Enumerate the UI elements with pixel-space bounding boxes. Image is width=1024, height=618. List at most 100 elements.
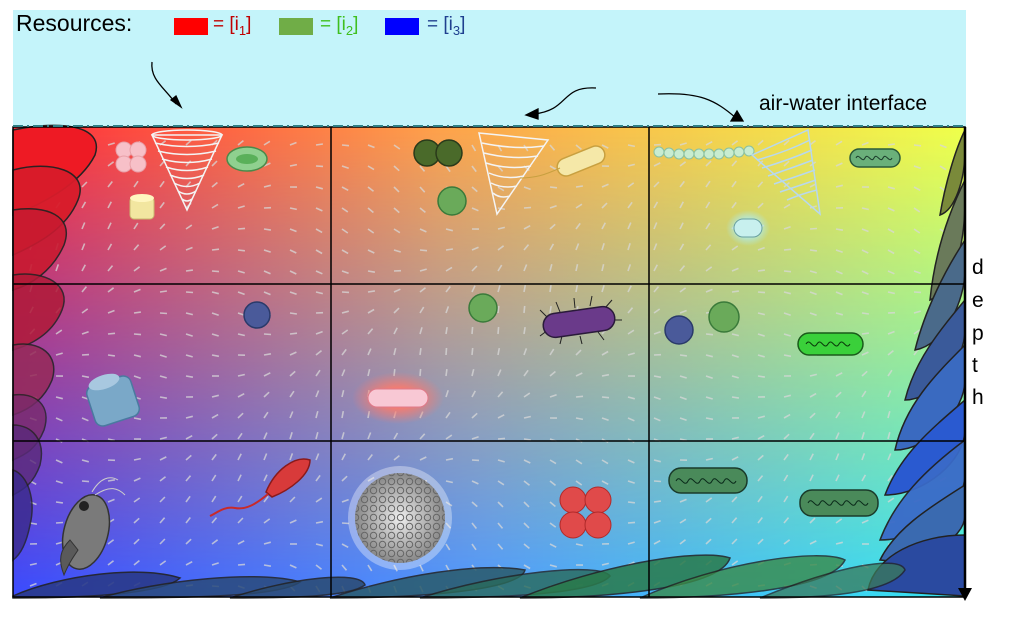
coccus-blue-icon (665, 316, 693, 344)
flow-arrow (446, 327, 447, 334)
flow-arrow (82, 481, 89, 482)
cyanobacterium-icon (800, 490, 878, 516)
flow-arrow (264, 229, 271, 230)
flow-arrow (264, 334, 271, 335)
flow-arrow (524, 439, 531, 440)
resources-title: Resources: (16, 10, 132, 37)
legend-label-i1-suffix: ] (246, 14, 251, 35)
flow-arrow (810, 250, 817, 251)
cyanobacterium-icon (798, 333, 863, 355)
flow-arrow (420, 348, 421, 355)
flow-arrow (784, 271, 791, 272)
flow-arrow (550, 187, 557, 188)
flow-arrow (160, 291, 167, 292)
glowing-coccus-icon (726, 210, 770, 246)
coccus-blue-icon (244, 302, 270, 328)
flow-arrow (498, 327, 499, 334)
flow-arrow (446, 348, 447, 355)
flow-arrow (446, 249, 453, 250)
diatom-disc-icon (227, 147, 267, 171)
flow-arrow (446, 369, 447, 376)
flow-arrow (602, 397, 609, 398)
flow-arrow (56, 523, 63, 524)
flow-arrow (238, 228, 245, 229)
air-water-interface-label: air-water interface (759, 92, 927, 116)
legend-label-i3-suffix: ] (460, 14, 465, 35)
flow-arrow (134, 312, 141, 313)
coccus-green-icon (709, 302, 739, 332)
flow-arrow (160, 313, 167, 314)
flow-arrow (888, 144, 895, 145)
flow-arrow (420, 250, 427, 251)
flow-arrow (56, 502, 63, 503)
flow-arrow (212, 249, 219, 250)
flow-arrow (134, 334, 141, 335)
flow-arrow (238, 564, 245, 565)
flow-arrow (550, 306, 551, 313)
flow-arrow (628, 502, 635, 503)
flow-arrow (576, 186, 583, 187)
legend-label-i3-prefix: = [i (427, 14, 453, 35)
flow-arrow (680, 355, 687, 356)
depth-label-char: p (972, 322, 984, 346)
flow-arrow (524, 327, 525, 334)
flow-arrow (186, 270, 193, 271)
flow-arrow (758, 270, 765, 271)
flow-arrow (784, 249, 791, 250)
diatom-cylinder-icon (130, 194, 154, 219)
flow-arrow (186, 292, 193, 293)
flow-arrow (472, 327, 473, 334)
legend-swatch-i2 (279, 18, 313, 35)
legend-label-i2-prefix: = [i (320, 14, 346, 35)
flow-arrow (654, 501, 661, 502)
depth-label-char: d (972, 256, 984, 280)
flow-arrow (628, 522, 635, 523)
depth-label-char: e (972, 289, 984, 313)
legend-label-i2-suffix: ] (353, 14, 358, 35)
glowing-rod-icon (352, 372, 444, 424)
flow-arrow (420, 369, 421, 376)
flow-arrow (524, 306, 525, 313)
flow-arrow (758, 292, 765, 293)
flow-arrow (290, 333, 297, 334)
depth-label-char: t (972, 354, 978, 378)
flow-arrow (524, 208, 531, 209)
cyanobacterium-icon (850, 149, 900, 167)
legend-swatch-i1 (174, 18, 208, 35)
flow-arrow (706, 334, 713, 335)
flow-arrow (810, 229, 817, 230)
legend-swatch-i3 (385, 18, 419, 35)
flow-arrow (368, 291, 375, 292)
legend-label-i1-prefix: = [i (213, 14, 239, 35)
depth-label-char: h (972, 386, 984, 410)
flow-arrow (576, 396, 583, 397)
flow-arrow (316, 144, 323, 145)
legend-label-i1: = [i1] (213, 14, 251, 38)
flow-arrow (342, 523, 349, 524)
flow-arrow (498, 438, 505, 439)
legend-label-i3: = [i3] (427, 14, 465, 38)
flow-arrow (212, 271, 219, 272)
cyanobacterium-icon (669, 468, 747, 493)
water-surface-gradient (13, 127, 965, 597)
flow-arrow (914, 145, 921, 146)
legend-label-i2: = [i2] (320, 14, 358, 38)
flow-arrow (238, 250, 245, 251)
flow-arrow (472, 348, 473, 355)
flow-arrow (108, 355, 115, 356)
coccus-green-icon (438, 187, 466, 215)
flow-arrow (290, 313, 297, 314)
flow-arrow (732, 291, 739, 292)
flow-arrow (498, 306, 499, 313)
flow-arrow (654, 481, 661, 482)
flow-arrow (342, 145, 349, 146)
flow-arrow (550, 285, 551, 292)
flow-arrow (732, 397, 739, 398)
coccus-green-icon (469, 294, 497, 322)
flow-arrow (862, 313, 869, 314)
flow-arrow (108, 333, 115, 334)
flow-arrow (758, 376, 765, 377)
coccosphere-icon (348, 466, 452, 570)
flow-arrow (862, 333, 869, 334)
